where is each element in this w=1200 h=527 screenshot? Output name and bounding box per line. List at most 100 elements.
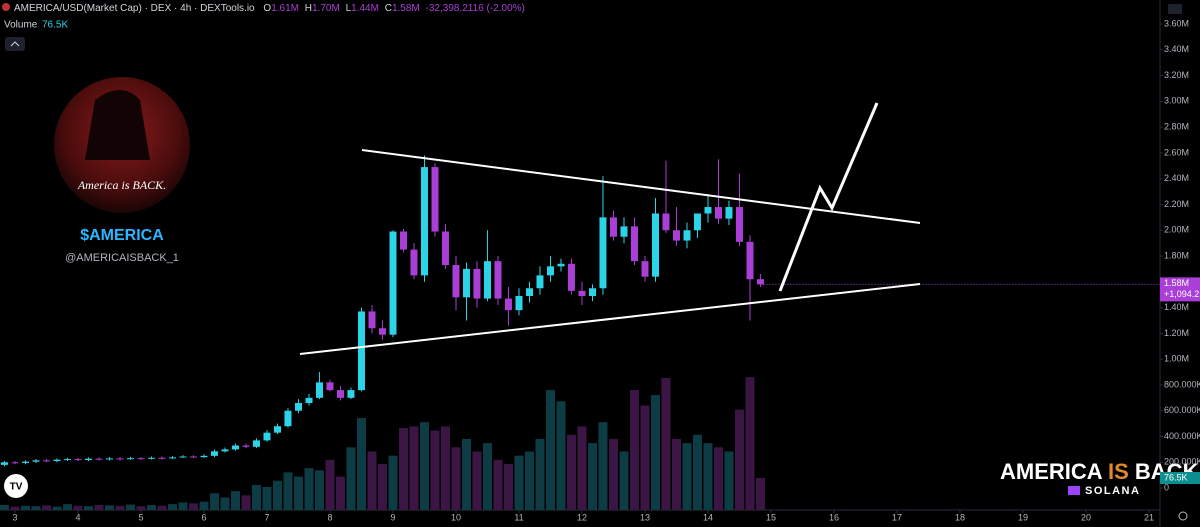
candle-body [284,410,292,427]
volume-bar [661,377,671,510]
volume-bar [314,470,324,510]
volume-bar [525,451,535,510]
y-tick-label: 2.20M [1164,199,1189,209]
candle-body [463,268,471,298]
menu-button[interactable] [1168,4,1182,14]
volume-bar [462,438,472,510]
l-value: 1.44M [351,3,379,14]
volume-bar [293,476,303,510]
y-tick-label: 800.000K [1164,379,1200,389]
volume-bar [640,405,650,510]
volume-bar [0,504,9,510]
candle-body [567,263,575,291]
candle-body [473,268,481,299]
volume-bar [703,443,713,510]
volume-bar [745,377,755,510]
c-value: 1.58M [392,3,420,14]
y-tick-label: 3.20M [1164,70,1189,80]
candle-body [74,459,82,461]
x-tick-label: 11 [514,512,523,522]
tv-badge[interactable] [4,474,28,498]
candle-body [735,207,743,242]
candle-body [609,217,617,237]
volume-bar [577,426,587,510]
volume-bar [714,447,724,510]
solana-icon [1068,486,1080,495]
volume-bar [157,505,167,510]
tv-badge-icon: TV [10,482,23,493]
volume-bar [514,455,524,510]
candle-body [148,457,156,459]
volume-bar [147,504,157,510]
volume-bar [451,447,461,510]
volume-bar [136,506,146,510]
volume-bar [41,505,51,510]
volume-bar [493,459,503,510]
candle-body [252,440,260,447]
volume-bar [503,464,513,510]
candle-body [515,295,523,311]
trend-line-upper [361,149,921,224]
x-tick-label: 16 [829,512,839,522]
candle-body [704,207,712,214]
volume-bar [419,422,429,510]
volume-bar [167,504,177,510]
header: AMERICA/USD(Market Cap) · DEX · 4h · DEX… [14,3,525,14]
candle-body [0,462,8,465]
candle-body [63,459,71,461]
candle-body [599,217,607,289]
volume-bar [472,451,482,510]
volume-bar [84,506,94,510]
candle-body [578,290,586,296]
volume-bar [671,438,681,510]
volume-bar [440,426,450,510]
collapse-button[interactable] [5,37,25,51]
volume-bar [367,451,377,510]
volume-bar [588,443,598,510]
volume-bar [210,493,220,510]
volume-bar [430,430,440,510]
candle-body [11,462,19,464]
volume-bar [388,455,398,510]
volume-bar [188,503,198,510]
candle-body [483,261,491,299]
logo-ticker: $AMERICA [80,227,164,244]
candle-body [693,213,701,231]
settings-button[interactable] [1178,511,1188,521]
volume-bar [251,484,261,510]
x-tick-label: 13 [640,512,650,522]
o-value: 1.61M [271,3,299,14]
candle-body [189,456,197,458]
candle-body [725,207,733,219]
y-tick-label: 2.60M [1164,147,1189,157]
logo-handle: @AMERICAISBACK_1 [65,252,179,264]
x-tick-label: 9 [390,512,395,522]
candle-body [389,231,397,335]
volume-bar [356,418,366,510]
y-tick-label: 2.40M [1164,173,1189,183]
volume-bar [409,426,419,510]
y-tick-label: 600.000K [1164,405,1200,415]
x-tick-label: 7 [264,512,269,522]
y-tick-label: 3.00M [1164,96,1189,106]
volume-bar [482,443,492,510]
volume-bar [21,505,31,510]
candle-body [326,382,334,391]
volume-bar [104,505,114,510]
y-tick-label: 400.000K [1164,431,1200,441]
volume-bar [73,505,83,510]
candle-body [378,328,386,335]
y-tick-label: 200.000K [1164,457,1200,467]
y-tick-label: 0 [1164,482,1169,492]
candle-body [105,458,113,460]
countdown-label: +1,094.2 [1164,289,1199,299]
o-key: O [263,3,271,14]
candle-body [179,456,187,458]
volume-bar [273,480,283,510]
candle-body [683,230,691,241]
x-tick-label: 21 [1144,512,1154,522]
candle-body [126,458,134,460]
logo-caption: America is BACK. [77,178,166,192]
branding-chain: SOLANA [1085,485,1140,497]
volume-bar [10,506,20,510]
